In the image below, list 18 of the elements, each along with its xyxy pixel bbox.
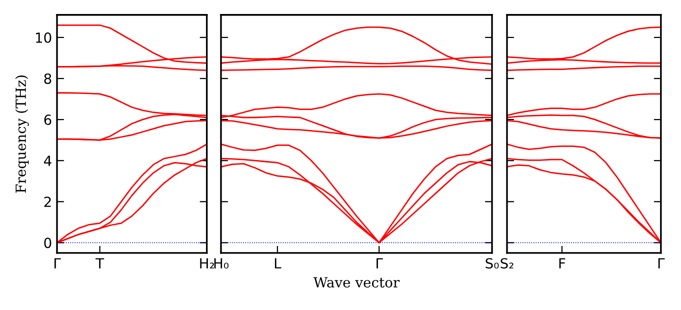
x-tick-label: H₂: [200, 258, 214, 268]
y-tick-label: 8: [44, 73, 52, 84]
x-tick-label: F: [559, 258, 566, 268]
x-tick-label: L: [274, 258, 282, 268]
y-tick-label: 10: [36, 32, 52, 43]
x-tick-label: T: [96, 258, 104, 268]
x-tick-label: Γ: [658, 258, 665, 268]
y-tick-label: 4: [44, 156, 52, 166]
x-tick-label: S₂: [500, 258, 514, 269]
x-tick-label: S₀: [486, 258, 499, 269]
x-tick-label: Γ: [376, 258, 383, 268]
y-tick-label: 6: [44, 114, 52, 126]
x-axis-title: Wave vector: [313, 277, 400, 288]
x-tick-label: H₀: [214, 258, 229, 269]
x-tick-label: Γ: [54, 258, 61, 268]
y-axis-title: Frequency (THz): [15, 75, 29, 193]
y-tick-label: 2: [44, 196, 51, 207]
y-tick-label: 0: [44, 238, 52, 248]
